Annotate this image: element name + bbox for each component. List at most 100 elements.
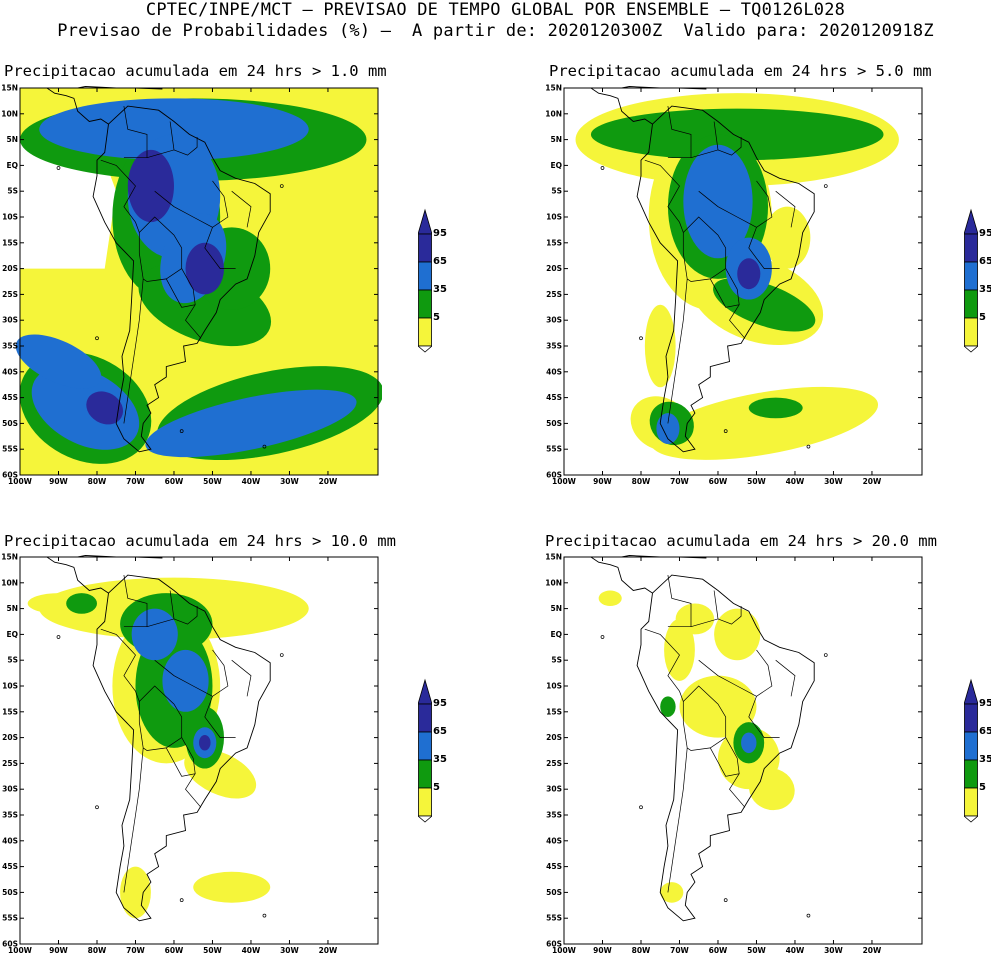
lon-label: 70W bbox=[126, 477, 145, 486]
island bbox=[56, 635, 61, 639]
lon-label: 70W bbox=[670, 477, 689, 486]
lon-label: 40W bbox=[786, 477, 805, 486]
lat-label: 5N bbox=[7, 604, 19, 613]
lon-label: 90W bbox=[593, 946, 612, 955]
colorbar-label: 35 bbox=[979, 754, 991, 765]
lat-label: 5N bbox=[7, 135, 19, 144]
country-border bbox=[123, 575, 148, 628]
lon-label: 30W bbox=[280, 477, 299, 486]
colorbar-label: 35 bbox=[979, 284, 991, 295]
colorbar-label: 95 bbox=[433, 228, 447, 239]
lon-label: 20W bbox=[863, 477, 882, 486]
colorbar-arrow-bottom bbox=[964, 815, 978, 823]
probability-area bbox=[185, 242, 225, 295]
colorbar-20mm bbox=[964, 678, 978, 823]
lon-label: 20W bbox=[319, 477, 338, 486]
lon-label: 60W bbox=[709, 946, 728, 955]
island bbox=[600, 166, 605, 170]
island bbox=[56, 166, 61, 170]
map-panel-10mm: 15N 10N 5N EQ 5S 10S 15S 20S 25S 30S 35S 40S 45S 50S 5… bbox=[1, 553, 379, 955]
country-border bbox=[717, 206, 757, 228]
country-border bbox=[173, 206, 213, 228]
lon-label: 100W bbox=[552, 477, 577, 486]
probability-area bbox=[660, 882, 684, 903]
country-border bbox=[775, 190, 796, 228]
probability-area bbox=[120, 866, 151, 919]
colorbar-segment bbox=[964, 731, 978, 761]
lat-label: 20S bbox=[2, 733, 18, 742]
country-border bbox=[231, 190, 252, 228]
coastline bbox=[590, 87, 653, 125]
country-border bbox=[698, 659, 719, 676]
plot-frame bbox=[563, 556, 923, 945]
lat-label: 50S bbox=[546, 888, 562, 897]
colorbar-1mm bbox=[418, 208, 432, 353]
country-border bbox=[146, 121, 175, 159]
lat-label: 55S bbox=[2, 914, 18, 923]
country-border bbox=[667, 106, 692, 159]
header-title: CPTEC/INPE/MCT – PREVISAO DE TEMPO GLOBA… bbox=[145, 0, 846, 20]
probability-area bbox=[644, 304, 676, 388]
lat-label: 10S bbox=[546, 213, 562, 222]
lat-label: 25S bbox=[2, 290, 18, 299]
country-border bbox=[717, 137, 742, 156]
lat-label: 55S bbox=[2, 445, 18, 454]
lat-label: 20S bbox=[546, 733, 562, 742]
island bbox=[279, 653, 284, 657]
panel-title-20mm: Precipitacao acumulada em 24 hrs > 20.0 … bbox=[545, 532, 937, 550]
map-panel-5mm: 15N 10N 5N EQ 5S 10S 15S 20S 25S 30S 35S 40S 45S 50S 5… bbox=[545, 84, 923, 486]
island bbox=[95, 805, 99, 810]
lat-label: EQ bbox=[7, 161, 19, 170]
lat-label: 20S bbox=[2, 264, 18, 273]
country-border bbox=[698, 190, 719, 207]
probability-area bbox=[199, 735, 211, 751]
colorbar-arrow-top bbox=[418, 678, 432, 705]
lon-label: 40W bbox=[786, 946, 805, 955]
colorbar-segment bbox=[964, 289, 978, 319]
lat-label: 15N bbox=[545, 84, 562, 93]
island bbox=[639, 336, 643, 341]
lat-label: 40S bbox=[2, 836, 18, 845]
island bbox=[806, 444, 811, 449]
colorbar-segment bbox=[418, 261, 432, 291]
colorbar-segment bbox=[418, 787, 432, 817]
colorbar-segment bbox=[964, 759, 978, 789]
lat-label: 10N bbox=[1, 578, 18, 587]
lon-label: 80W bbox=[632, 477, 651, 486]
plot-frame bbox=[563, 87, 923, 476]
island bbox=[823, 653, 828, 657]
lat-label: 30S bbox=[2, 316, 18, 325]
lon-label: 90W bbox=[49, 946, 68, 955]
lat-label: 15S bbox=[2, 707, 18, 716]
country-border bbox=[644, 159, 688, 279]
lat-label: EQ bbox=[551, 161, 563, 170]
lat-label: 15S bbox=[546, 238, 562, 247]
colorbar-arrow-bottom bbox=[418, 345, 432, 353]
lat-label: 60S bbox=[546, 940, 562, 949]
lon-label: 80W bbox=[88, 477, 107, 486]
lat-label: 5S bbox=[7, 187, 18, 196]
probability-area bbox=[679, 675, 757, 738]
coastline bbox=[92, 574, 271, 922]
island bbox=[179, 429, 184, 433]
lon-label: 20W bbox=[319, 946, 338, 955]
panel-title-5mm: Precipitacao acumulada em 24 hrs > 5.0 m… bbox=[549, 62, 932, 80]
lat-label: 45S bbox=[2, 393, 18, 402]
lat-label: 5N bbox=[551, 135, 563, 144]
colorbar-10mm bbox=[418, 678, 432, 823]
island bbox=[262, 913, 267, 918]
lat-label: 45S bbox=[546, 862, 562, 871]
colorbar-label: 65 bbox=[433, 726, 447, 737]
lat-label: 60S bbox=[546, 471, 562, 480]
lat-label: EQ bbox=[551, 630, 563, 639]
colorbar-label: 65 bbox=[979, 256, 991, 267]
lat-label: 55S bbox=[546, 445, 562, 454]
island bbox=[600, 635, 605, 639]
country-border bbox=[231, 659, 252, 697]
lat-label: 30S bbox=[546, 316, 562, 325]
colorbar-segment bbox=[964, 787, 978, 817]
probability-area bbox=[162, 649, 209, 712]
country-border bbox=[729, 304, 746, 339]
lat-label: 10N bbox=[545, 578, 562, 587]
probability-area bbox=[650, 386, 879, 460]
